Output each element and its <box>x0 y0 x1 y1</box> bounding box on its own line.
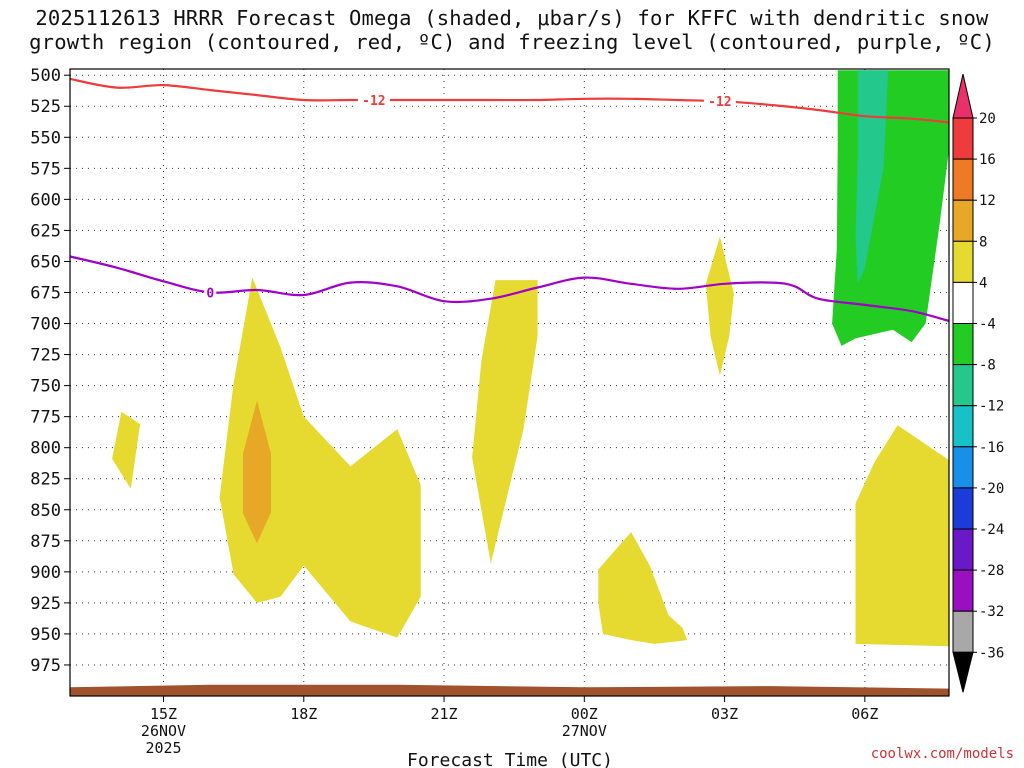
omega-region-6 <box>705 236 734 376</box>
colorbar-label-2: 16 <box>979 152 996 168</box>
omega-region-7 <box>855 425 949 647</box>
x-date-label-26NOV: 26NOV <box>141 722 186 740</box>
omega-region-3 <box>243 400 271 544</box>
y-tick-label-600: 600 <box>30 190 61 210</box>
colorbar-label-9: -16 <box>979 440 1004 456</box>
y-tick-label-750: 750 <box>30 377 61 397</box>
y-tick-label-725: 725 <box>30 346 61 366</box>
colorbar-label-6: -4 <box>979 317 996 333</box>
title-line-2: growth region (contoured, red, ºC) and f… <box>29 30 995 54</box>
colorbar-label-11: -24 <box>979 522 1004 538</box>
y-tick-label-925: 925 <box>30 594 61 614</box>
colorbar-swatch-4 <box>952 240 974 283</box>
title-line-1: 2025112613 HRRR Forecast Omega (shaded, … <box>35 6 989 30</box>
y-tick-label-775: 775 <box>30 408 61 428</box>
colorbar-swatch-6 <box>952 323 974 366</box>
y-tick-label-950: 950 <box>30 625 61 645</box>
colorbar-label-3: 12 <box>979 193 996 209</box>
colorbar-label-5: 4 <box>979 275 987 291</box>
colorbar-label-12: -28 <box>979 563 1004 579</box>
colorbar-swatch-1 <box>952 117 974 160</box>
x-tick-label-21Z: 21Z <box>430 705 457 723</box>
colorbar-swatch-3 <box>952 199 974 242</box>
colorbar-swatch-2 <box>952 158 974 201</box>
dgz-label-bg-2 <box>703 94 736 109</box>
y-tick-label-975: 975 <box>30 656 61 676</box>
y-tick-label-625: 625 <box>30 221 61 241</box>
x-tick-label-00Z: 00Z <box>571 705 598 723</box>
colorbar-label-10: -20 <box>979 481 1004 497</box>
colorbar-swatch-12 <box>952 569 974 612</box>
y-tick-label-675: 675 <box>30 283 61 303</box>
y-tick-label-800: 800 <box>30 439 61 459</box>
x-axis-title: Forecast Time (UTC) <box>407 750 613 768</box>
omega-region-5 <box>598 532 688 644</box>
omega-region-4 <box>472 280 538 564</box>
dgz-contour-label-2: -12 <box>708 95 731 110</box>
colorbar-bottom-arrow <box>952 651 974 693</box>
plot-frame <box>69 68 950 697</box>
colorbar-swatch-11 <box>952 528 974 571</box>
omega-region-9 <box>855 70 889 284</box>
y-tick-label-525: 525 <box>30 97 61 117</box>
x-tick-label-15Z: 15Z <box>150 705 177 723</box>
y-tick-label-575: 575 <box>30 159 61 179</box>
dgz-contour-label-1: -12 <box>362 94 385 109</box>
colorbar-swatch-8 <box>952 405 974 448</box>
colorbar-label-4: 8 <box>979 234 987 250</box>
colorbar-label-14: -36 <box>979 645 1004 661</box>
colorbar-swatch-7 <box>952 364 974 407</box>
dgz-label-bg-1 <box>357 93 390 108</box>
colorbar-swatch-5 <box>952 281 974 324</box>
pressure-axis: 500 525 550 575 600 625 650 675 700 725 750 775 800 8… <box>30 66 70 676</box>
colorbar-top-arrow <box>952 73 974 119</box>
plot-border <box>69 68 950 697</box>
freezing-level-contour <box>70 255 949 323</box>
omega-region-2 <box>219 277 421 638</box>
chart-title: 2025112613 HRRR Forecast Omega (shaded, … <box>0 6 1024 54</box>
omega-shading <box>112 70 949 647</box>
x-tick-label-06Z: 06Z <box>851 705 878 723</box>
ground-surface <box>70 684 949 696</box>
y-tick-label-900: 900 <box>30 563 61 583</box>
omega-region-1 <box>112 411 141 489</box>
y-tick-label-650: 650 <box>30 252 61 272</box>
x-tick-label-03Z: 03Z <box>711 705 738 723</box>
dgz-minus12-contour <box>70 77 949 124</box>
x-date-label-27NOV: 27NOV <box>562 722 607 740</box>
y-tick-label-850: 850 <box>30 501 61 521</box>
colorbar-swatch-9 <box>952 446 974 489</box>
colorbar-label-7: -8 <box>979 358 996 374</box>
temperature-contours: -12 -12 0 <box>70 77 949 323</box>
y-tick-label-550: 550 <box>30 128 61 148</box>
y-tick-label-700: 700 <box>30 315 61 335</box>
x-year-label: 2025 <box>145 739 181 757</box>
omega-colorbar: 20 16 12 8 4 -4 -8 -12 -16 -20 -24 -28 -32 -36 <box>952 73 1004 693</box>
x-tick-label-18Z: 18Z <box>290 705 317 723</box>
freezing-label-bg <box>204 285 217 300</box>
y-tick-label-825: 825 <box>30 470 61 490</box>
colorbar-label-8: -12 <box>979 399 1004 415</box>
colorbar-label-13: -32 <box>979 604 1004 620</box>
source-credit: coolwx.com/models <box>870 746 1014 762</box>
colorbar-label-1: 20 <box>979 111 996 127</box>
colorbar-swatch-10 <box>952 487 974 530</box>
y-tick-label-500: 500 <box>30 66 61 86</box>
freezing-contour-label: 0 <box>206 286 214 301</box>
y-tick-label-875: 875 <box>30 532 61 552</box>
terrain-ground <box>70 684 949 696</box>
colorbar-swatch-13 <box>952 610 974 653</box>
